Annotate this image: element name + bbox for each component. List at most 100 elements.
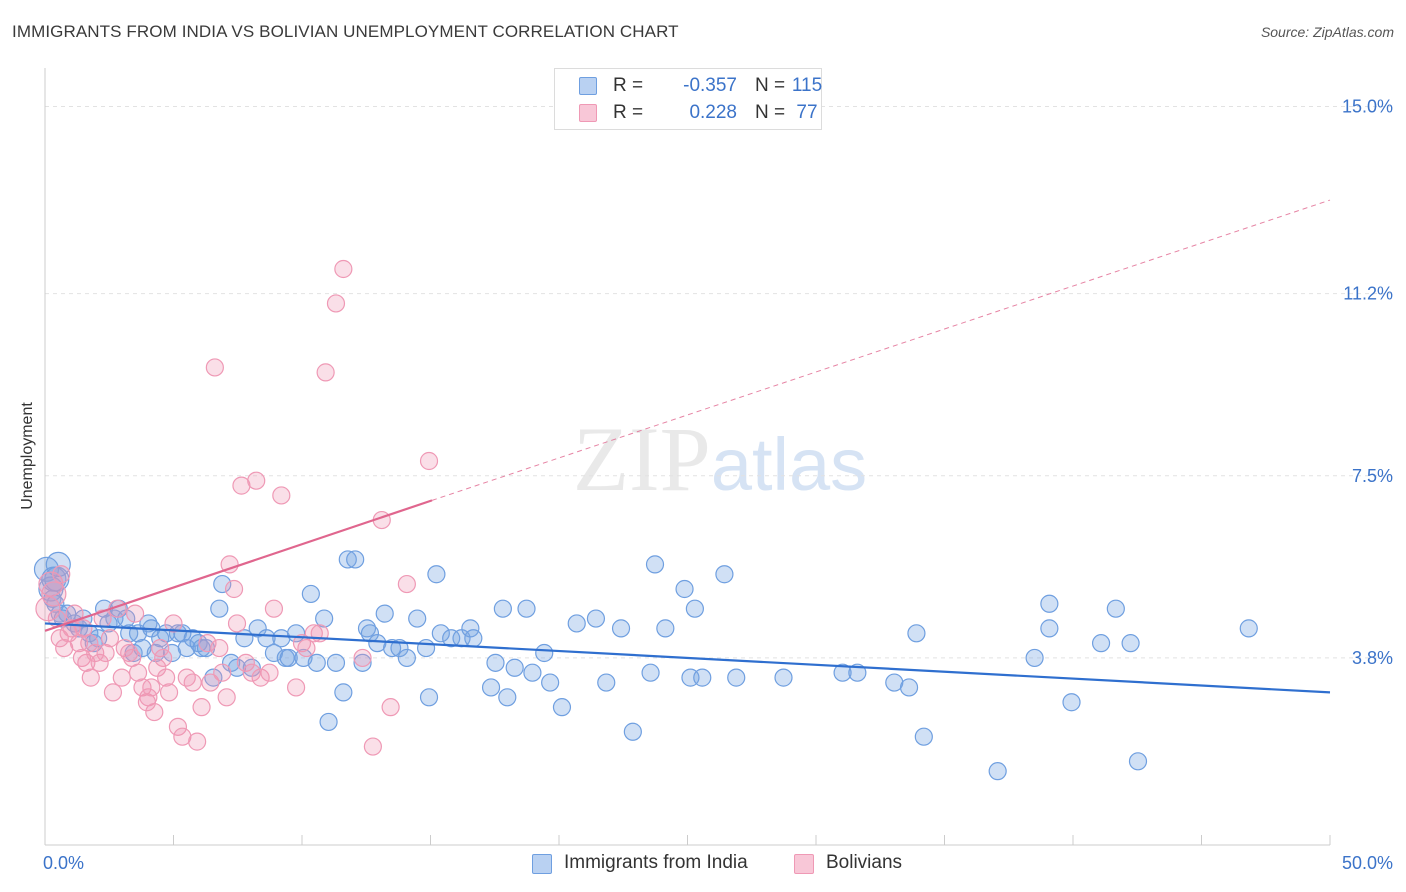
data-point [1062, 693, 1081, 712]
data-point [427, 565, 446, 584]
x-tick-label: 0.0% [43, 853, 84, 873]
data-point [346, 550, 365, 569]
y-tick-label: 7.5% [1352, 466, 1393, 486]
data-point [159, 683, 179, 702]
data-point [236, 653, 255, 672]
data-point [168, 717, 188, 736]
y-tick-label: 3.8% [1352, 648, 1393, 668]
data-point [334, 683, 353, 702]
data-point [675, 579, 694, 599]
data-point [541, 673, 560, 692]
data-point [899, 678, 919, 697]
data-point [552, 698, 572, 717]
data-point [192, 698, 211, 717]
data-point [227, 614, 247, 633]
data-point [279, 648, 298, 668]
data-point [416, 638, 436, 658]
data-point [301, 584, 320, 604]
data-point [251, 668, 270, 687]
data-point [486, 653, 505, 672]
data-point [38, 571, 64, 597]
data-point [408, 609, 427, 628]
n-label: N = [755, 75, 786, 96]
india-swatch [579, 77, 597, 95]
data-point [177, 668, 196, 687]
data-point [52, 565, 71, 584]
data-point [120, 643, 139, 663]
data-point [50, 629, 69, 648]
data-point [353, 648, 372, 668]
data-point [381, 698, 400, 717]
data-point [567, 614, 586, 633]
data-point [81, 668, 100, 687]
data-point [41, 581, 67, 607]
data-point [461, 619, 480, 638]
r-value: 0.228 [689, 102, 737, 123]
data-point [338, 550, 357, 569]
bolivians-swatch [794, 854, 814, 874]
data-point [210, 599, 229, 618]
data-point [481, 678, 501, 697]
stats-legend: R = -0.357 N = 115 R = 0.228 N = 77 [554, 68, 822, 130]
data-point [727, 668, 746, 687]
data-point [442, 629, 461, 648]
data-point [914, 727, 933, 746]
watermark: ZIPatlas [573, 408, 867, 510]
data-point [419, 688, 439, 707]
data-point [297, 638, 316, 658]
data-point [69, 634, 89, 653]
data-point [326, 653, 346, 672]
data-point [164, 614, 183, 633]
data-point [198, 634, 217, 653]
data-point [177, 638, 196, 658]
data-point [1128, 752, 1148, 771]
data-point [217, 688, 236, 707]
bolivians-points [35, 259, 439, 756]
chart-title: IMMIGRANTS FROM INDIA VS BOLIVIAN UNEMPL… [12, 22, 679, 41]
data-point [685, 599, 704, 618]
data-point [419, 451, 439, 471]
r-label: R = [613, 75, 644, 96]
data-point [523, 663, 542, 682]
data-point [316, 363, 335, 382]
r-label: R = [613, 102, 644, 123]
data-point [286, 678, 306, 697]
data-point [505, 658, 524, 677]
data-point [397, 574, 416, 594]
india-swatch [532, 854, 552, 874]
data-point [210, 638, 229, 658]
data-point [1106, 599, 1125, 618]
data-point [154, 648, 173, 668]
data-point [272, 486, 291, 505]
data-point [142, 678, 161, 697]
data-point [45, 551, 71, 577]
data-point [183, 673, 202, 692]
data-point [80, 634, 99, 653]
data-point [493, 599, 512, 618]
data-point [390, 638, 409, 658]
data-point [848, 663, 867, 682]
data-point [357, 619, 377, 638]
data-point [353, 653, 372, 672]
data-point [192, 638, 211, 658]
y-tick-label: 11.2% [1343, 284, 1393, 304]
data-point [363, 737, 382, 756]
data-point [213, 663, 232, 682]
data-point [128, 663, 148, 682]
data-point [988, 762, 1007, 781]
data-point [103, 683, 123, 702]
data-point [224, 579, 244, 599]
data-point [397, 648, 416, 668]
r-value: -0.357 [683, 75, 737, 96]
data-point [645, 555, 665, 574]
data-point [247, 471, 266, 490]
data-point [257, 629, 276, 648]
data-point [375, 604, 394, 623]
data-point [204, 668, 223, 687]
data-point [145, 702, 164, 722]
data-point [242, 663, 261, 682]
data-point [90, 653, 109, 672]
data-point [334, 259, 353, 279]
data-point [213, 574, 232, 594]
